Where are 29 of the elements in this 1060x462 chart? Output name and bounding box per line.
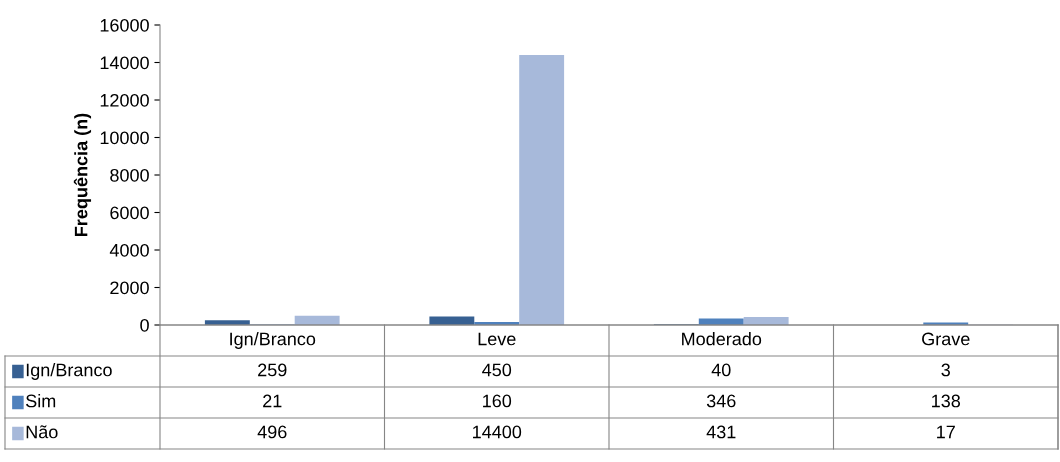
y-tick-label: 12000 bbox=[100, 93, 149, 107]
y-tick-label: 4000 bbox=[109, 243, 149, 257]
data-label: 496 bbox=[257, 425, 287, 439]
data-label: 431 bbox=[706, 425, 736, 439]
data-label: 259 bbox=[258, 363, 287, 377]
legend-label: Sim bbox=[26, 394, 56, 408]
y-tick-label: 2000 bbox=[110, 281, 149, 295]
y-tick-label: 0 bbox=[140, 318, 149, 332]
legend-label: Ign/Branco bbox=[26, 363, 112, 380]
x-tick-label: Ign/Branco bbox=[230, 332, 316, 349]
y-tick-label: 8000 bbox=[110, 168, 149, 182]
y-tick-label: 14000 bbox=[100, 56, 149, 70]
y-tick-label: 16000 bbox=[100, 18, 149, 32]
y-axis-title: Frequência (n) bbox=[73, 113, 92, 236]
data-label: 346 bbox=[706, 394, 736, 408]
data-label: 3 bbox=[941, 363, 950, 377]
data-label: 14400 bbox=[473, 425, 522, 439]
data-label: 450 bbox=[482, 363, 512, 377]
x-tick-label: Leve bbox=[478, 332, 516, 346]
y-tick-label: 10000 bbox=[100, 131, 149, 145]
data-label: 40 bbox=[711, 363, 731, 377]
data-label: 17 bbox=[937, 425, 955, 439]
x-tick-label: Grave bbox=[922, 332, 970, 346]
legend-label: Não bbox=[26, 425, 58, 439]
y-tick-label: 6000 bbox=[110, 206, 149, 220]
data-label: 21 bbox=[263, 394, 282, 408]
x-tick-label: Moderado bbox=[682, 332, 762, 346]
data-label: 138 bbox=[932, 394, 961, 408]
data-label: 160 bbox=[483, 394, 512, 408]
